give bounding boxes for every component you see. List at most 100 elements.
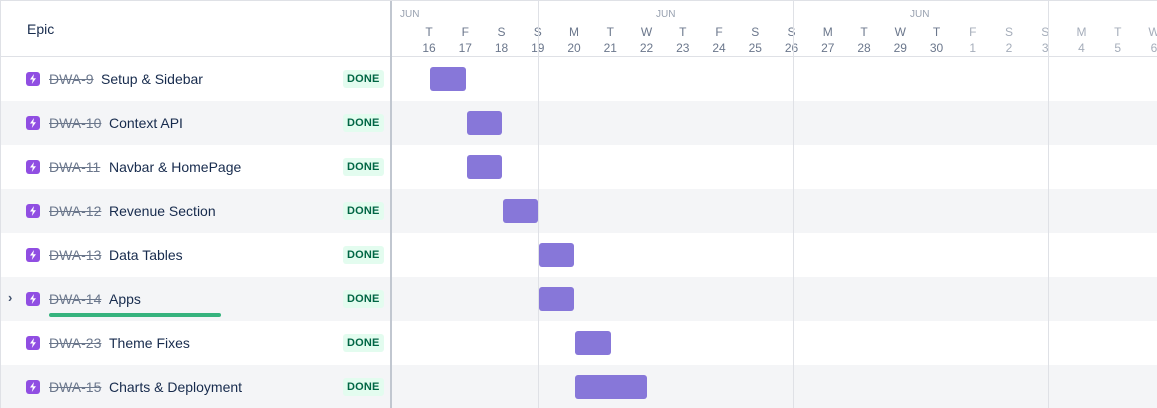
day-number: 27 [821, 41, 835, 55]
epic-key-link[interactable]: DWA-15 [49, 379, 102, 395]
epic-row[interactable]: DWA-9 Setup & Sidebar DONE [1, 57, 390, 101]
epic-key-link[interactable]: DWA-11 [49, 159, 101, 175]
epic-lightning-icon [26, 380, 40, 394]
epic-schedule-bar[interactable] [430, 67, 466, 91]
epic-lightning-icon [26, 160, 40, 174]
weekday-letter: T [425, 25, 433, 39]
epic-lightning-icon [26, 292, 40, 306]
epic-key-link[interactable]: DWA-12 [49, 203, 102, 219]
status-badge: DONE [343, 334, 384, 352]
month-label: JUN [910, 9, 930, 20]
weekday-letter: T [679, 25, 687, 39]
weekday-letter: S [520, 25, 556, 39]
month-label: JUN [400, 9, 420, 20]
epic-row[interactable]: DWA-13 Data Tables DONE [1, 233, 390, 277]
epic-summary[interactable]: Apps [109, 291, 141, 307]
weekday-letter: S [1004, 25, 1013, 39]
epic-summary[interactable]: Data Tables [109, 247, 183, 263]
epic-row[interactable]: DWA-10 Context API DONE [1, 101, 390, 145]
day-number: 3 [1041, 41, 1049, 55]
weekday-letter: W [1148, 25, 1157, 39]
status-badge: DONE [343, 70, 384, 88]
timeline-row [392, 233, 1157, 277]
week-divider-line [1048, 1, 1049, 408]
epic-row[interactable]: DWA-12 Revenue Section DONE [1, 189, 390, 233]
timeline-row [392, 321, 1157, 365]
day-number: 6 [1150, 41, 1157, 55]
epic-lightning-icon [26, 72, 40, 86]
epic-summary[interactable]: Revenue Section [109, 203, 216, 219]
epic-summary[interactable]: Navbar & HomePage [109, 159, 242, 175]
weekday-letter: T [606, 25, 614, 39]
weekday-letter: F [461, 25, 469, 39]
epic-lightning-icon [26, 336, 40, 350]
epic-summary[interactable]: Charts & Deployment [109, 379, 243, 395]
epic-lightning-icon [26, 116, 40, 130]
weekday-letter: W [640, 25, 653, 39]
month-label: JUN [656, 9, 676, 20]
timeline-panel: JUNJUNJUNT16F17S18S19M20T21W22T23F24S25S… [392, 1, 1157, 408]
epic-summary[interactable]: Context API [109, 115, 183, 131]
epic-schedule-bar[interactable] [575, 375, 647, 399]
day-number: 28 [857, 41, 871, 55]
epic-lightning-icon [26, 248, 40, 262]
day-number: 29 [893, 41, 907, 55]
timeline-row [392, 365, 1157, 408]
weekday-letter: M [569, 25, 579, 39]
day-number: 21 [603, 41, 617, 55]
weekday-letter: F [969, 25, 977, 39]
week-divider-line [538, 1, 539, 408]
epic-schedule-bar[interactable] [539, 287, 575, 311]
epic-list-panel: Epic DWA-9 Setup & Sidebar DONE DWA-10 Conte… [1, 1, 392, 408]
epic-key-link[interactable]: DWA-23 [49, 335, 102, 351]
epic-key-link[interactable]: DWA-13 [49, 247, 102, 263]
day-number: 18 [494, 41, 509, 55]
epic-schedule-bar[interactable] [575, 331, 611, 355]
week-divider-line [793, 1, 794, 408]
epic-summary[interactable]: Setup & Sidebar [101, 71, 203, 87]
status-badge: DONE [343, 290, 384, 308]
weekday-letter: S [497, 25, 506, 39]
day-number: 30 [929, 41, 944, 55]
day-number: 24 [712, 41, 726, 55]
progress-bar [49, 313, 221, 317]
weekday-letter: M [1076, 25, 1087, 39]
epic-lightning-icon [26, 204, 40, 218]
timeline-row [392, 277, 1157, 321]
status-badge: DONE [343, 202, 384, 220]
epic-schedule-bar[interactable] [466, 155, 502, 179]
weekday-letter: T [860, 25, 868, 39]
timeline-row [392, 57, 1157, 101]
epic-key-link[interactable]: DWA-9 [49, 71, 94, 87]
epic-row[interactable]: › DWA-14 Apps DONE [1, 277, 390, 321]
day-number: 19 [520, 41, 556, 55]
weekday-letter: F [715, 25, 723, 39]
weekday-letter: W [894, 25, 906, 39]
epic-key-link[interactable]: DWA-10 [49, 115, 102, 131]
day-number: 25 [748, 41, 762, 55]
epic-schedule-bar[interactable] [539, 243, 575, 267]
epic-row[interactable]: DWA-11 Navbar & HomePage DONE [1, 145, 390, 189]
timeline-header: JUNJUNJUNT16F17S18S19M20T21W22T23F24S25S… [392, 1, 1157, 57]
epic-row[interactable]: DWA-15 Charts & Deployment DONE [1, 365, 390, 408]
epic-key-link[interactable]: DWA-14 [49, 291, 102, 307]
day-number: 26 [784, 41, 799, 55]
status-badge: DONE [343, 378, 384, 396]
day-number: 1 [969, 41, 977, 55]
day-number: 2 [1005, 41, 1013, 55]
day-number: 5 [1114, 41, 1122, 55]
timeline-row [392, 189, 1157, 233]
status-badge: DONE [343, 158, 384, 176]
status-badge: DONE [343, 246, 384, 264]
chevron-right-icon[interactable]: › [8, 290, 13, 305]
epic-schedule-bar[interactable] [466, 111, 502, 135]
epic-schedule-bar[interactable] [502, 199, 538, 223]
weekday-letter: T [1114, 25, 1122, 39]
weekday-letter: M [822, 25, 833, 39]
epic-summary[interactable]: Theme Fixes [109, 335, 190, 351]
epic-row[interactable]: DWA-23 Theme Fixes DONE [1, 321, 390, 365]
day-number: 22 [639, 41, 654, 55]
day-number: 16 [422, 41, 436, 55]
epic-list-header: Epic [1, 1, 390, 57]
